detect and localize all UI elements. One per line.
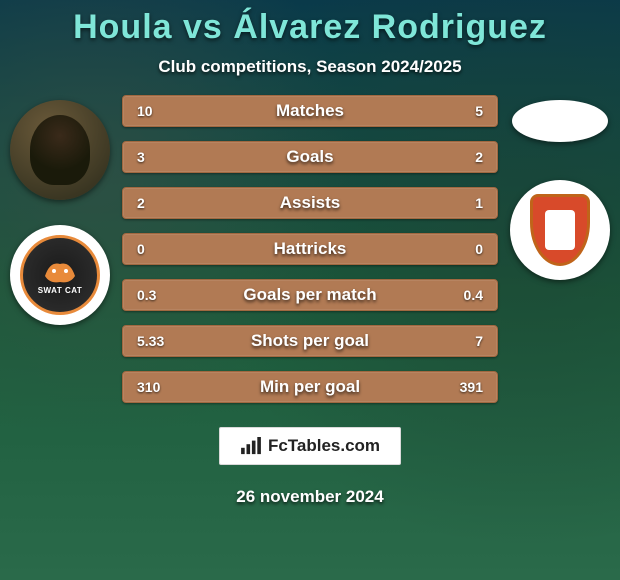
player1-avatar: [10, 100, 110, 200]
stat-label: Goals: [286, 147, 333, 167]
player2-club-badge: [510, 180, 610, 280]
stat-p1-value: 2: [137, 195, 145, 211]
stat-bar: 0.3 Goals per match 0.4: [122, 279, 498, 311]
stat-label: Goals per match: [243, 285, 376, 305]
stat-bar: 2 Assists 1: [122, 187, 498, 219]
stat-p1-value: 5.33: [137, 333, 164, 349]
brand-text: FcTables.com: [268, 436, 380, 456]
stat-p2-value: 0.4: [464, 287, 483, 303]
brand-badge: FcTables.com: [219, 427, 401, 465]
stat-p1-value: 3: [137, 149, 145, 165]
stat-bar: 0 Hattricks 0: [122, 233, 498, 265]
stat-bar: 10 Matches 5: [122, 95, 498, 127]
stat-p2-value: 5: [475, 103, 483, 119]
player1-club-badge: SWAT CAT: [10, 225, 110, 325]
stat-p2-value: 2: [475, 149, 483, 165]
stat-label: Shots per goal: [251, 331, 369, 351]
player2-column: [500, 95, 620, 280]
date-line: 26 november 2024: [236, 487, 383, 507]
stat-bar: 310 Min per goal 391: [122, 371, 498, 403]
player1-column: SWAT CAT: [0, 95, 120, 325]
stat-bar: 5.33 Shots per goal 7: [122, 325, 498, 357]
player1-club-label: SWAT CAT: [38, 286, 83, 295]
subtitle: Club competitions, Season 2024/2025: [158, 57, 461, 77]
stat-p2-value: 1: [475, 195, 483, 211]
stat-p1-value: 310: [137, 379, 160, 395]
stat-p2-value: 7: [475, 333, 483, 349]
stat-label: Min per goal: [260, 377, 360, 397]
stat-p1-value: 10: [137, 103, 153, 119]
stat-label: Hattricks: [274, 239, 347, 259]
stats-column: 10Matches53Goals22Assists10Hattricks00.3…: [120, 95, 500, 403]
stat-bar: 3 Goals 2: [122, 141, 498, 173]
stat-label: Matches: [276, 101, 344, 121]
stat-p2-value: 391: [460, 379, 483, 395]
player2-avatar: [512, 100, 608, 142]
stat-p1-value: 0: [137, 241, 145, 257]
comparison-body: SWAT CAT 10Matches53Goals22Assists10Hatt…: [0, 95, 620, 403]
stat-p2-value: 0: [475, 241, 483, 257]
chart-icon: [240, 437, 262, 455]
stat-p1-value: 0.3: [137, 287, 156, 303]
stat-label: Assists: [280, 193, 340, 213]
page-title: Houla vs Álvarez Rodriguez: [73, 8, 547, 47]
